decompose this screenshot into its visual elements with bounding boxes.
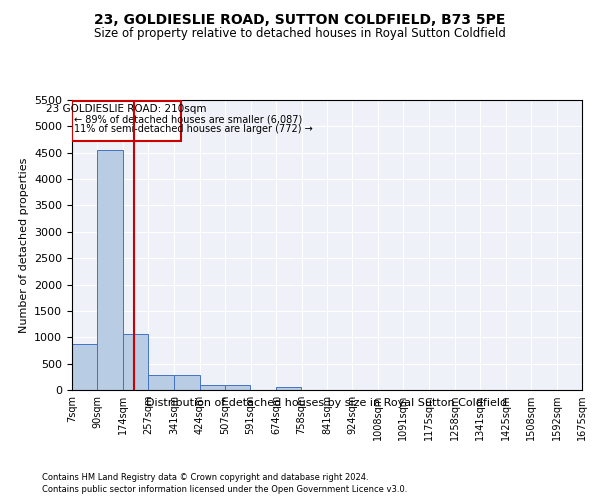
Bar [276, 387, 301, 390]
FancyBboxPatch shape [72, 101, 181, 141]
Text: 23 GOLDIESLIE ROAD: 210sqm: 23 GOLDIESLIE ROAD: 210sqm [46, 104, 207, 114]
Text: Distribution of detached houses by size in Royal Sutton Coldfield: Distribution of detached houses by size … [146, 398, 508, 407]
Text: Size of property relative to detached houses in Royal Sutton Coldfield: Size of property relative to detached ho… [94, 28, 506, 40]
Text: 23, GOLDIESLIE ROAD, SUTTON COLDFIELD, B73 5PE: 23, GOLDIESLIE ROAD, SUTTON COLDFIELD, B… [94, 12, 506, 26]
Text: Contains HM Land Registry data © Crown copyright and database right 2024.: Contains HM Land Registry data © Crown c… [42, 472, 368, 482]
Bar [72, 344, 97, 390]
Bar [225, 385, 250, 390]
Y-axis label: Number of detached properties: Number of detached properties [19, 158, 29, 332]
Bar [123, 334, 148, 390]
Text: 11% of semi-detached houses are larger (772) →: 11% of semi-detached houses are larger (… [74, 124, 312, 134]
Text: ← 89% of detached houses are smaller (6,087): ← 89% of detached houses are smaller (6,… [74, 115, 302, 125]
Bar [148, 374, 174, 390]
Bar [174, 374, 199, 390]
Bar [97, 150, 123, 390]
Text: Contains public sector information licensed under the Open Government Licence v3: Contains public sector information licen… [42, 485, 407, 494]
Bar [199, 385, 225, 390]
